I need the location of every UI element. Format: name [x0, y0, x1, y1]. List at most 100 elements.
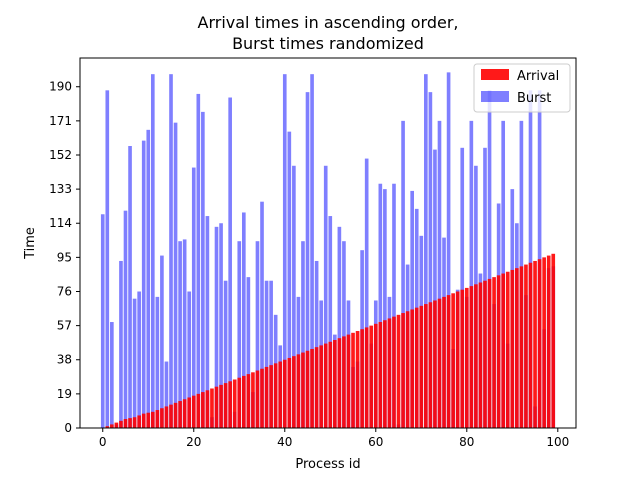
arrival-bar — [319, 345, 323, 428]
arrival-bar — [460, 289, 465, 428]
burst-bar — [378, 183, 383, 428]
x-tick-label: 40 — [277, 435, 292, 449]
y-tick-label: 133 — [49, 182, 72, 196]
arrival-bar — [442, 296, 446, 428]
arrival-bar — [150, 411, 155, 428]
arrival-bar — [392, 316, 396, 428]
burst-bar — [424, 74, 428, 429]
arrival-bar — [287, 357, 292, 428]
arrival-bar — [337, 338, 342, 428]
burst-bar — [105, 90, 110, 428]
arrival-bar — [255, 370, 260, 428]
burst-bar — [182, 239, 187, 428]
arrival-bar — [519, 266, 524, 428]
burst-bar — [305, 92, 310, 428]
arrival-bar — [264, 366, 269, 428]
arrival-bar — [114, 422, 119, 428]
x-tick-label: 100 — [546, 435, 569, 449]
arrival-bar — [383, 320, 387, 428]
y-tick-label: 95 — [57, 250, 72, 264]
burst-bar — [428, 92, 433, 428]
arrival-bar — [360, 329, 364, 428]
plot-area-frame — [79, 57, 577, 429]
arrival-bar — [424, 304, 428, 428]
arrival-bar — [246, 374, 251, 428]
burst-bar — [433, 149, 437, 428]
burst-bar — [337, 226, 342, 428]
y-axis-label: Time — [23, 227, 38, 260]
arrival-bar — [524, 264, 528, 428]
arrival-bar — [373, 323, 378, 428]
arrival-bar — [201, 392, 205, 428]
arrival-bar — [219, 384, 223, 428]
burst-bar — [214, 226, 219, 428]
arrival-bar — [223, 383, 228, 428]
arrival-bar — [278, 361, 283, 428]
arrival-bar — [464, 287, 469, 428]
arrival-bar — [160, 408, 164, 428]
y-tick-label: 38 — [57, 353, 72, 367]
burst-bar — [260, 201, 264, 428]
arrival-bar — [515, 268, 519, 428]
burst-bar — [460, 147, 465, 428]
arrival-bar — [214, 386, 219, 428]
burst-bar — [310, 74, 314, 429]
arrival-bar — [228, 381, 232, 428]
arrival-bar — [355, 331, 360, 428]
burst-bar — [437, 120, 442, 429]
arrival-bar — [282, 359, 287, 428]
burst-bar — [219, 223, 223, 428]
arrival-bar — [501, 273, 506, 428]
arrival-bar — [119, 420, 123, 428]
y-tick-label: 114 — [49, 216, 72, 230]
burst-bar — [410, 190, 414, 428]
burst-bar — [173, 122, 178, 428]
arrival-bar — [251, 372, 255, 428]
legend-swatch-burst — [481, 91, 509, 102]
burst-bar — [155, 296, 160, 428]
legend: Arrival Burst — [473, 63, 571, 113]
arrival-bar — [155, 410, 160, 428]
burst-bar — [178, 241, 182, 428]
arrival-bar — [537, 259, 542, 428]
burst-bar — [328, 216, 333, 428]
x-tick-label: 0 — [99, 435, 107, 449]
arrival-bar — [328, 341, 333, 428]
x-tick-label: 60 — [368, 435, 383, 449]
y-tick-label: 76 — [57, 284, 72, 298]
burst-bar — [201, 111, 205, 428]
arrival-bar — [419, 305, 424, 428]
x-tick-label: 80 — [459, 435, 474, 449]
burst-bar — [401, 120, 405, 429]
burst-bar — [537, 90, 542, 428]
arrival-bar — [469, 286, 474, 428]
chart-title-line2: Burst times randomized — [232, 34, 424, 53]
arrival-bar — [528, 262, 533, 428]
arrival-bar — [123, 419, 128, 428]
arrival-bar — [105, 426, 110, 428]
chart-title-line1: Arrival times in ascending order, — [198, 13, 459, 32]
arrival-bar — [296, 354, 301, 428]
arrival-bar — [310, 348, 314, 428]
burst-bar — [264, 280, 269, 428]
burst-bar — [150, 74, 155, 429]
burst-bar — [141, 140, 146, 428]
arrival-bar — [237, 377, 242, 428]
legend-swatch-arrival — [481, 69, 509, 80]
burst-bar — [323, 165, 328, 428]
arrival-bar — [428, 302, 433, 428]
x-axis-label: Process id — [295, 457, 360, 472]
arrival-bar — [301, 352, 305, 428]
burst-bar — [301, 241, 305, 428]
arrival-bar — [487, 278, 492, 428]
arrival-bar — [414, 307, 419, 428]
y-tick-label: 19 — [57, 387, 72, 401]
burst-bar — [128, 146, 132, 428]
arrival-bar — [128, 418, 132, 428]
arrival-bar — [132, 417, 137, 428]
arrival-bar — [546, 255, 551, 428]
arrival-bar — [483, 280, 487, 428]
arrival-bar — [191, 395, 196, 428]
burst-bar — [446, 72, 451, 429]
arrival-bar — [333, 339, 337, 428]
